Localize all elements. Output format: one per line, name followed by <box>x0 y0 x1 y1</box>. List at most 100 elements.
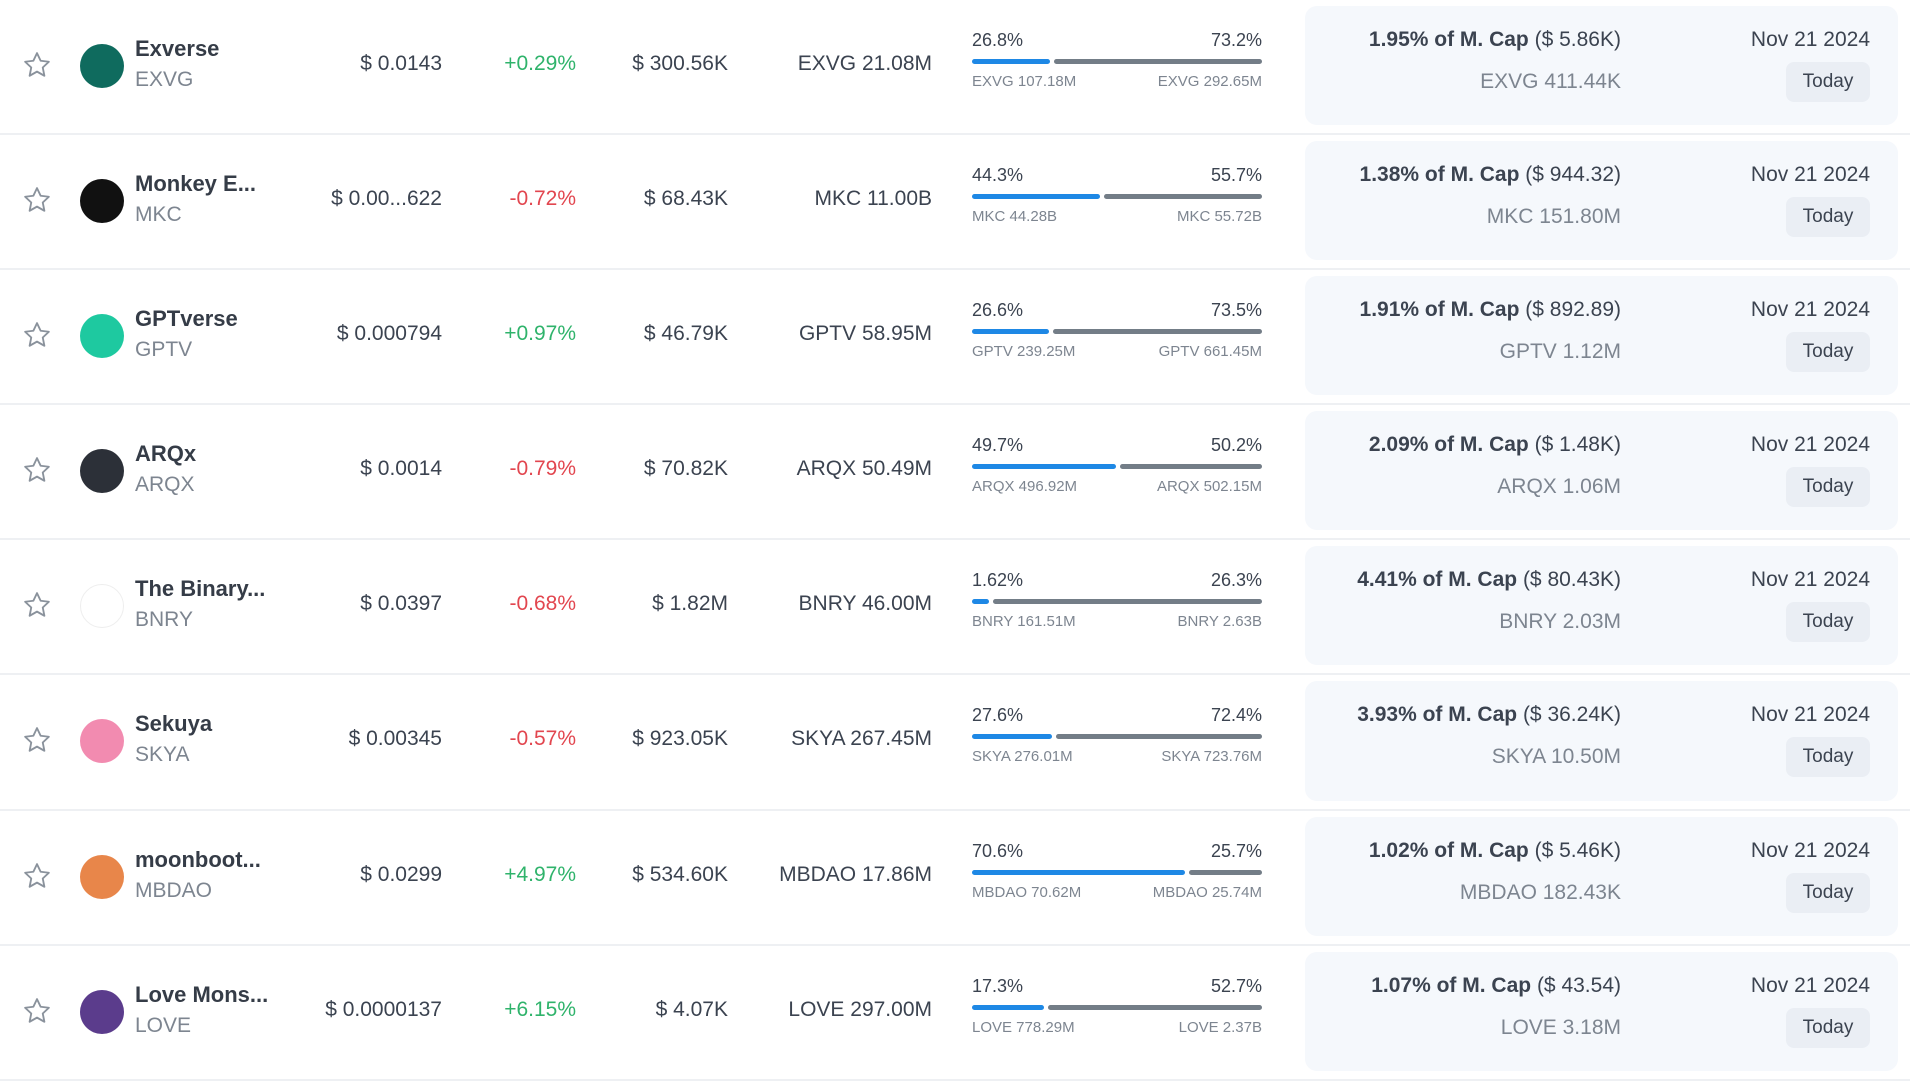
star-icon[interactable] <box>22 50 52 80</box>
star-icon[interactable] <box>22 455 52 485</box>
token-name[interactable]: Exverse <box>135 36 220 61</box>
star-icon[interactable] <box>22 320 52 350</box>
today-badge[interactable]: Today <box>1786 872 1870 913</box>
unlocked-pct: 17.3% <box>972 975 1024 996</box>
volume: $ 70.82K <box>643 457 728 481</box>
unlock-amount: SKYA 10.50M <box>1491 745 1621 769</box>
progress-fill-unlocked <box>972 194 1101 200</box>
locked-amount: ARQX 502.15M <box>1156 478 1262 496</box>
price-change: -0.57% <box>509 727 576 751</box>
token-price: $ 0.0143 <box>360 52 442 75</box>
token-name[interactable]: The Binary... <box>135 576 266 602</box>
table-row[interactable]: ARQx ARQX $ 0.0014 -0.79% $ 70.82K ARQX … <box>0 405 1910 541</box>
unlocked-pct: 1.62% <box>972 570 1024 591</box>
locked-pct: 55.7% <box>1210 165 1262 186</box>
locked-amount: GPTV 661.45M <box>1158 343 1262 361</box>
volume: $ 300.56K <box>632 52 728 75</box>
mcap-share: 3.93% of M. Cap ($ 36.24K) <box>1357 703 1621 727</box>
today-badge[interactable]: Today <box>1786 602 1870 643</box>
locked-pct: 52.7% <box>1210 975 1262 996</box>
table-row[interactable]: GPTverse GPTV $ 0.000794 +0.97% $ 46.79K… <box>0 270 1910 406</box>
next-unlock-card: 2.09% of M. Cap ($ 1.48K) ARQX 1.06M Nov… <box>1305 411 1898 531</box>
volume: $ 923.05K <box>632 727 728 751</box>
token-logo <box>80 719 124 764</box>
locked-amount: BNRY 2.63B <box>1177 613 1263 631</box>
unlocked-amount: EXVG 107.18M <box>972 73 1077 90</box>
mcap-pct: 4.41% of M. Cap <box>1357 568 1518 592</box>
table-row[interactable]: Love Mons... LOVE $ 0.0000137 +6.15% $ 4… <box>0 946 1910 1081</box>
price-change: +0.97% <box>504 322 576 346</box>
token-symbol: BNRY <box>135 608 193 632</box>
table-row[interactable]: Monkey E... MKC $ 0.00...622 -0.72% $ 68… <box>0 135 1910 271</box>
star-icon[interactable] <box>22 185 52 215</box>
token-symbol: EXVG <box>135 68 194 91</box>
mcap-share: 1.07% of M. Cap ($ 43.54) <box>1371 974 1621 998</box>
unlocked-amount: ARQX 496.92M <box>972 478 1078 496</box>
star-icon[interactable] <box>22 725 52 755</box>
mcap-pct: 1.02% of M. Cap <box>1368 838 1529 862</box>
mcap-pct: 1.07% of M. Cap <box>1371 973 1532 997</box>
star-icon[interactable] <box>22 996 52 1026</box>
token-price: $ 0.0299 <box>360 862 442 886</box>
unlock-date: Nov 21 2024 <box>1750 703 1870 727</box>
token-logo <box>80 989 124 1034</box>
locked-amount: MBDAO 25.74M <box>1152 883 1262 901</box>
unlock-amount: GPTV 1.12M <box>1499 340 1621 364</box>
token-name[interactable]: Monkey E... <box>135 171 257 197</box>
mcap-usd: ($ 1.48K) <box>1534 433 1621 457</box>
table-row[interactable]: The Binary... BNRY $ 0.0397 -0.68% $ 1.8… <box>0 540 1910 676</box>
mcap-pct: 2.09% of M. Cap <box>1368 433 1529 457</box>
volume: $ 4.07K <box>655 997 728 1021</box>
progress-fill-unlocked <box>972 869 1185 875</box>
unlocked-amount: BNRY 161.51M <box>972 613 1076 631</box>
star-icon[interactable] <box>22 590 52 620</box>
unlock-amount: LOVE 3.18M <box>1500 1015 1621 1039</box>
token-name[interactable]: GPTverse <box>135 306 238 332</box>
circulating-supply: SKYA 267.45M <box>791 727 932 751</box>
locked-amount: LOVE 2.37B <box>1178 1018 1262 1036</box>
star-icon[interactable] <box>22 861 52 891</box>
table-row[interactable]: Exverse EXVG $ 0.0143 +0.29% $ 300.56K E… <box>0 0 1910 136</box>
progress-fill-locked <box>1056 734 1262 740</box>
token-name[interactable]: moonboot... <box>135 846 261 872</box>
today-badge[interactable]: Today <box>1786 332 1870 373</box>
unlock-progress: 27.6% 72.4% SKYA 276.01M SKYA 723.76M <box>972 705 1262 765</box>
table-row[interactable]: moonboot... MBDAO $ 0.0299 +4.97% $ 534.… <box>0 811 1910 946</box>
next-unlock-card: 1.07% of M. Cap ($ 43.54) LOVE 3.18M Nov… <box>1305 951 1898 1071</box>
mcap-share: 2.09% of M. Cap ($ 1.48K) <box>1369 433 1621 457</box>
today-badge[interactable]: Today <box>1786 197 1870 238</box>
progress-fill-unlocked <box>972 599 989 605</box>
unlock-progress: 26.6% 73.5% GPTV 239.25M GPTV 661.45M <box>972 300 1262 360</box>
token-logo <box>80 314 124 359</box>
token-name[interactable]: Sekuya <box>135 711 213 737</box>
mcap-pct: 1.91% of M. Cap <box>1359 298 1520 322</box>
token-name[interactable]: Love Mons... <box>135 981 269 1007</box>
volume: $ 1.82M <box>652 592 728 616</box>
mcap-share: 1.02% of M. Cap ($ 5.46K) <box>1369 839 1621 863</box>
today-badge[interactable]: Today <box>1786 62 1870 102</box>
today-badge[interactable]: Today <box>1786 737 1870 778</box>
volume: $ 534.60K <box>632 862 728 886</box>
today-badge[interactable]: Today <box>1786 467 1870 508</box>
circulating-supply: GPTV 58.95M <box>798 322 932 346</box>
unlocked-pct: 44.3% <box>972 165 1024 186</box>
mcap-usd: ($ 36.24K) <box>1522 703 1621 727</box>
token-symbol: GPTV <box>135 338 193 362</box>
progress-fill-locked <box>1053 59 1262 64</box>
unlocked-pct: 49.7% <box>972 435 1024 456</box>
progress-fill-locked <box>1104 194 1262 200</box>
progress-fill-unlocked <box>972 464 1117 470</box>
unlock-amount: ARQX 1.06M <box>1497 475 1621 499</box>
token-symbol: ARQX <box>135 473 195 497</box>
token-symbol: MKC <box>135 203 182 227</box>
table-row[interactable]: Sekuya SKYA $ 0.00345 -0.57% $ 923.05K S… <box>0 675 1910 811</box>
today-badge[interactable]: Today <box>1786 1007 1870 1048</box>
volume: $ 46.79K <box>643 322 728 346</box>
token-name[interactable]: ARQx <box>135 441 197 467</box>
locked-pct: 73.5% <box>1210 300 1262 321</box>
mcap-usd: ($ 43.54) <box>1536 973 1621 997</box>
circulating-supply: MKC 11.00B <box>814 187 933 211</box>
unlock-date: Nov 21 2024 <box>1750 838 1870 862</box>
circulating-supply: EXVG 21.08M <box>797 52 932 75</box>
